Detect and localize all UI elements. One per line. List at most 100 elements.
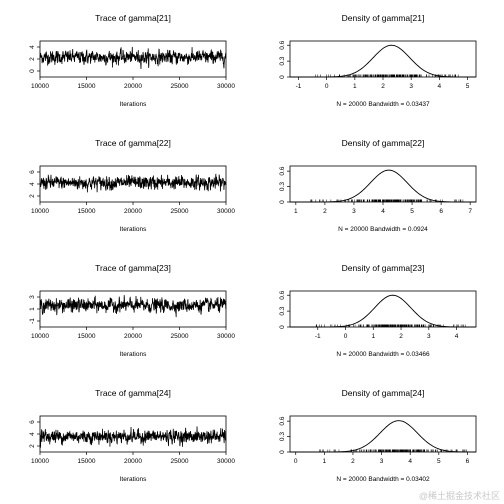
- chart-panel-2: Density of gamma[21] -1 0 1 2 3 4 5 0 0.3 0.6 N = 2…: [279, 13, 477, 108]
- x-tick-label: 0: [344, 333, 348, 340]
- x-tick-label: 2: [399, 333, 403, 340]
- density-curve: [290, 420, 476, 453]
- x-axis-label: N = 20000 Bandwidth = 0.0924: [338, 226, 428, 233]
- rug-marks: [310, 199, 464, 202]
- y-tick-label: 1: [29, 307, 36, 311]
- x-tick-label: 5: [466, 83, 470, 90]
- y-tick-label: 0: [279, 200, 286, 204]
- y-tick-label: 0: [279, 325, 286, 329]
- x-tick-label: 5: [437, 458, 441, 465]
- chart-panel-3: Trace of gamma[22] 10000 15000 20000 25000 30…: [29, 138, 235, 233]
- chart-panel-6: Density of gamma[23] -1 0 1 2 3 4 0 0.3 0.6 N = 20…: [279, 263, 477, 358]
- x-axis-label: Iterations: [120, 226, 147, 233]
- x-tick-label: 3: [352, 208, 356, 215]
- x-axis-label: Iterations: [120, 101, 147, 108]
- density-curve: [290, 44, 476, 78]
- chart-title: Trace of gamma[24]: [95, 388, 171, 398]
- density-curve: [290, 169, 476, 203]
- x-tick-label: 25000: [170, 458, 188, 465]
- x-tick-label: 15000: [77, 83, 95, 90]
- y-tick-label: -1: [29, 318, 36, 324]
- y-tick-label: 6: [29, 170, 36, 174]
- x-tick-label: 1: [371, 333, 375, 340]
- x-tick-label: 20000: [124, 458, 142, 465]
- x-tick-label: 4: [381, 208, 385, 215]
- y-tick-label: 0.3: [279, 306, 286, 315]
- y-tick-label: 0: [279, 450, 286, 454]
- x-tick-label: 2: [323, 208, 327, 215]
- watermark-text: @稀土掘金技术社区: [418, 491, 500, 501]
- x-axis-label: Iterations: [120, 351, 147, 358]
- chart-title: Trace of gamma[22]: [95, 138, 171, 148]
- x-tick-label: -1: [315, 333, 321, 340]
- trace-line: [39, 173, 227, 193]
- y-tick-label: 0: [279, 75, 286, 79]
- x-axis-label: N = 20000 Bandwidth = 0.03402: [336, 476, 430, 483]
- chart-panel-7: Trace of gamma[24] 10000 15000 20000 25000 30…: [29, 388, 235, 483]
- chart-panel-5: Trace of gamma[23] 10000 15000 20000 25000 30…: [29, 263, 235, 358]
- x-tick-label: 2: [351, 458, 355, 465]
- x-tick-label: 25000: [170, 83, 188, 90]
- x-tick-label: 6: [439, 208, 443, 215]
- y-tick-label: 2: [29, 444, 36, 448]
- x-tick-label: 15000: [77, 208, 95, 215]
- y-tick-label: 4: [29, 432, 36, 436]
- x-tick-label: 1: [294, 208, 298, 215]
- trace-line: [39, 426, 227, 448]
- x-tick-label: 2: [381, 83, 385, 90]
- y-tick-label: 4: [29, 182, 36, 186]
- x-tick-label: 3: [409, 83, 413, 90]
- x-tick-label: 4: [455, 333, 459, 340]
- y-tick-label: 4: [29, 45, 36, 49]
- y-tick-label: 0.3: [279, 182, 286, 191]
- x-tick-label: 7: [468, 208, 472, 215]
- x-tick-label: 30000: [217, 333, 235, 340]
- y-tick-label: 0.6: [279, 416, 286, 425]
- x-tick-label: 0: [294, 458, 298, 465]
- y-tick-label: 6: [29, 420, 36, 424]
- x-tick-label: 20000: [124, 333, 142, 340]
- x-tick-label: 15000: [77, 333, 95, 340]
- x-tick-label: 4: [408, 458, 412, 465]
- x-tick-label: 6: [466, 458, 470, 465]
- x-tick-label: 3: [427, 333, 431, 340]
- x-tick-label: 30000: [217, 208, 235, 215]
- x-tick-label: 3: [380, 458, 384, 465]
- plot-frame: [289, 290, 477, 328]
- density-curve: [290, 294, 476, 328]
- rug-marks: [315, 324, 466, 327]
- rug-marks: [319, 449, 467, 452]
- rug-marks: [315, 74, 459, 77]
- x-tick-label: 10000: [31, 83, 49, 90]
- y-tick-label: 3: [29, 295, 36, 299]
- plot-frame: [289, 415, 477, 453]
- x-tick-label: 4: [438, 83, 442, 90]
- chart-title: Density of gamma[21]: [342, 13, 425, 23]
- x-tick-label: 0: [325, 83, 329, 90]
- x-tick-label: 10000: [31, 333, 49, 340]
- x-tick-label: 10000: [31, 458, 49, 465]
- trace-line: [39, 46, 227, 70]
- plot-frame: [289, 40, 477, 78]
- x-axis-label: N = 20000 Bandwidth = 0.03437: [336, 101, 430, 108]
- x-axis-label: N = 20000 Bandwidth = 0.03466: [336, 351, 430, 358]
- y-tick-label: 0.3: [279, 432, 286, 441]
- x-tick-label: 1: [323, 458, 327, 465]
- chart-title: Trace of gamma[23]: [95, 263, 171, 273]
- chart-title: Trace of gamma[21]: [95, 13, 171, 23]
- y-tick-label: 0.3: [279, 56, 286, 65]
- x-axis-label: Iterations: [120, 476, 147, 483]
- x-tick-label: 30000: [217, 83, 235, 90]
- y-tick-label: 0.6: [279, 290, 286, 299]
- chart-panel-4: Density of gamma[22] 1 2 3 4 5 6 7 0 0.3 0.6 N = 20…: [279, 138, 477, 233]
- chart-title: Density of gamma[23]: [342, 263, 425, 273]
- chart-title: Density of gamma[22]: [342, 138, 425, 148]
- y-tick-label: 0.6: [279, 40, 286, 49]
- y-tick-label: 0.6: [279, 166, 286, 175]
- x-tick-label: 30000: [217, 458, 235, 465]
- y-tick-label: 2: [29, 57, 36, 61]
- chart-title: Density of gamma[24]: [342, 388, 425, 398]
- y-tick-label: 2: [29, 194, 36, 198]
- x-tick-label: 10000: [31, 208, 49, 215]
